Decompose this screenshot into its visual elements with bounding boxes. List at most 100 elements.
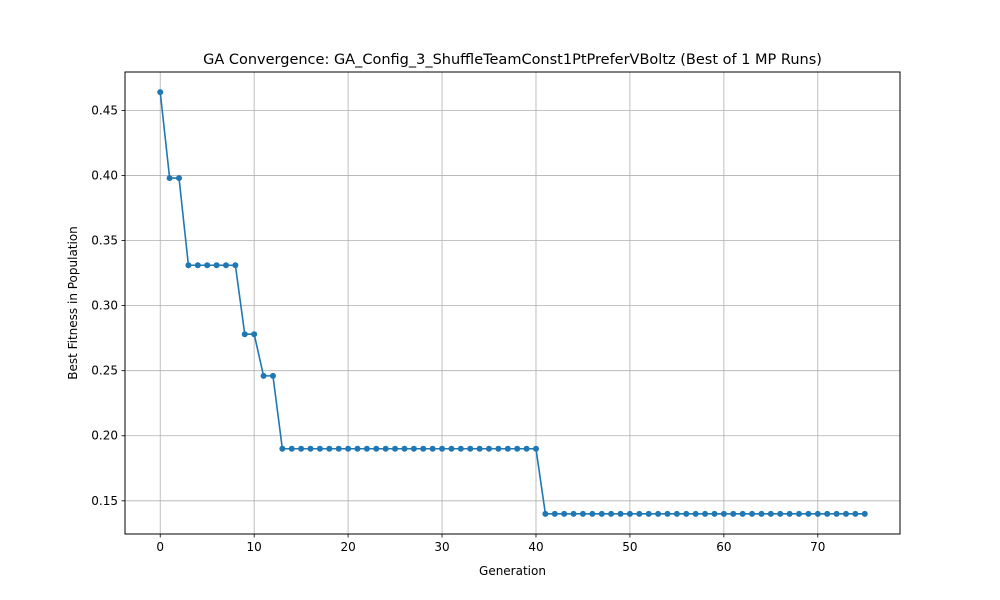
data-point [692, 510, 699, 517]
data-point [307, 445, 314, 452]
series-line [159, 92, 865, 515]
data-point [673, 510, 680, 517]
data-point [504, 445, 511, 452]
data-point [363, 445, 370, 452]
data-point [767, 510, 774, 517]
data-point [345, 445, 352, 452]
data-point [495, 445, 502, 452]
data-point [664, 510, 671, 517]
axis-ticks: 0 10 20 30 40 50 60 70 0.15 0.20 0.25 0.30 0.35 0.40 0… [91, 103, 825, 554]
data-point [166, 175, 173, 182]
y-tick-label: 0.30 [91, 299, 118, 313]
data-point [354, 445, 361, 452]
x-tick-label: 40 [528, 540, 543, 554]
data-point [288, 445, 295, 452]
data-point [410, 445, 417, 452]
chart-title: GA Convergence: GA_Config_3_ShuffleTeamC… [203, 52, 822, 68]
data-point [720, 510, 727, 517]
data-point [758, 510, 765, 517]
data-point [617, 510, 624, 517]
y-tick-label: 0.20 [91, 429, 118, 443]
grid-lines [125, 72, 900, 534]
data-point [194, 262, 201, 269]
data-point [777, 510, 784, 517]
data-point [467, 445, 474, 452]
data-point [852, 510, 859, 517]
y-tick-label: 0.15 [91, 494, 118, 508]
data-point [532, 445, 539, 452]
data-point [439, 445, 446, 452]
data-point [316, 445, 323, 452]
data-point [514, 445, 521, 452]
data-point [373, 445, 380, 452]
data-point [786, 510, 793, 517]
data-point [213, 262, 220, 269]
y-tick-label: 0.35 [91, 234, 118, 248]
data-point [561, 510, 568, 517]
data-point [833, 510, 840, 517]
data-point [298, 445, 305, 452]
data-point [251, 331, 258, 338]
data-point [626, 510, 633, 517]
data-point [861, 510, 868, 517]
x-tick-label: 50 [622, 540, 637, 554]
data-point [608, 510, 615, 517]
data-point [711, 510, 718, 517]
data-point [645, 510, 652, 517]
data-point [824, 510, 831, 517]
data-point [589, 510, 596, 517]
data-point [570, 510, 577, 517]
data-point [749, 510, 756, 517]
data-point [176, 175, 183, 182]
x-tick-label: 30 [434, 540, 449, 554]
data-point [260, 372, 267, 379]
data-point [326, 445, 333, 452]
plot-frame [124, 71, 901, 535]
data-point [579, 510, 586, 517]
data-point [739, 510, 746, 517]
data-point [598, 510, 605, 517]
data-point [185, 262, 192, 269]
y-tick-label: 0.45 [91, 103, 118, 117]
x-tick-label: 20 [340, 540, 355, 554]
y-axis-title: Best Fitness in Population [66, 226, 80, 380]
data-point [730, 510, 737, 517]
y-tick-label: 0.40 [91, 168, 118, 182]
data-point [796, 510, 803, 517]
data-point [401, 445, 408, 452]
data-point [269, 372, 276, 379]
data-point [335, 445, 342, 452]
data-point [392, 445, 399, 452]
data-point [655, 510, 662, 517]
data-point [702, 510, 709, 517]
data-point [204, 262, 211, 269]
x-tick-label: 10 [247, 540, 262, 554]
data-point [420, 445, 427, 452]
data-point [157, 89, 164, 96]
data-point [448, 445, 455, 452]
data-point [814, 510, 821, 517]
data-point [523, 445, 530, 452]
data-point [683, 510, 690, 517]
data-point [842, 510, 849, 517]
data-point [429, 445, 436, 452]
data-point [232, 262, 239, 269]
data-point [241, 331, 248, 338]
x-tick-label: 0 [156, 540, 164, 554]
data-point [542, 510, 549, 517]
x-tick-label: 70 [810, 540, 825, 554]
x-axis-title: Generation [479, 564, 546, 578]
data-point [551, 510, 558, 517]
data-point [486, 445, 493, 452]
data-point [476, 445, 483, 452]
data-point [382, 445, 389, 452]
x-tick-label: 60 [716, 540, 731, 554]
data-point [805, 510, 812, 517]
data-point [457, 445, 464, 452]
data-point [222, 262, 229, 269]
y-tick-label: 0.25 [91, 364, 118, 378]
data-series [157, 89, 868, 517]
